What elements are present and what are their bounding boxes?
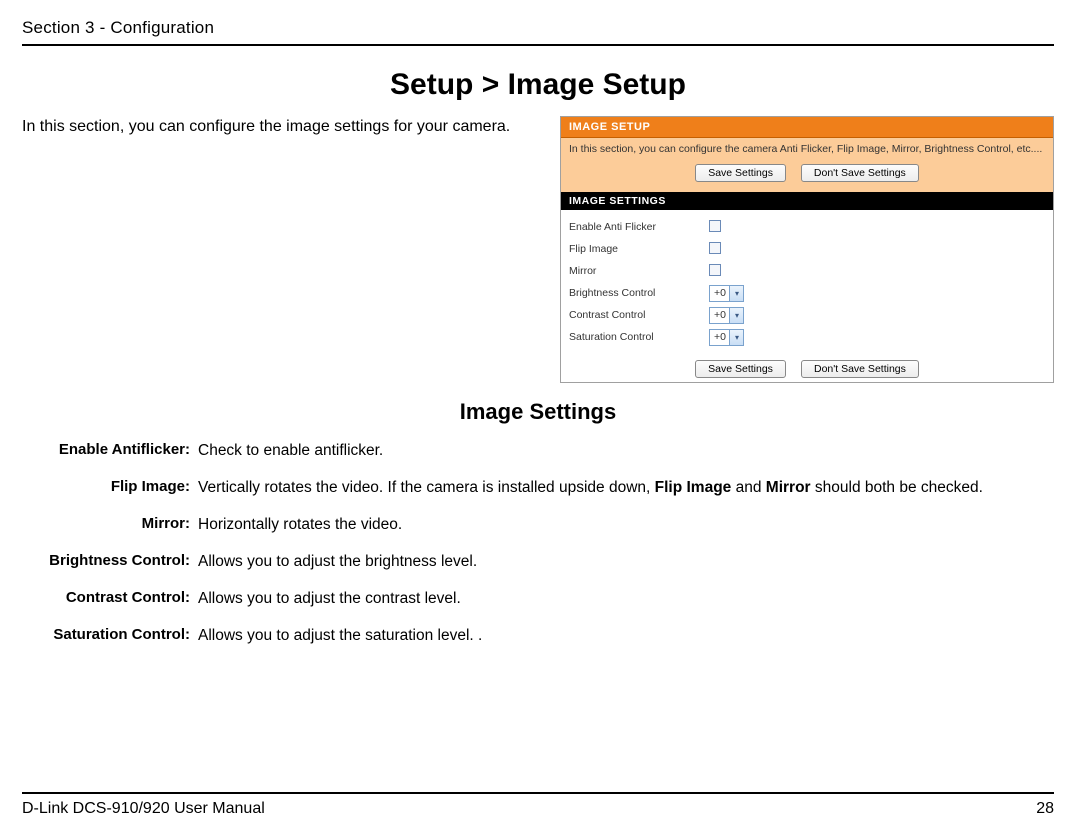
setting-label: Brightness Control — [569, 287, 709, 299]
chevron-down-icon: ▾ — [729, 308, 743, 323]
antiflicker-checkbox[interactable] — [709, 220, 721, 232]
def-row-saturation: Saturation Control: Allows you to adjust… — [22, 626, 1054, 645]
def-desc: Allows you to adjust the saturation leve… — [194, 626, 1054, 645]
brightness-value: +0 — [710, 287, 729, 299]
image-settings-body: Enable Anti Flicker Flip Image Mirror Br… — [561, 210, 1053, 350]
saturation-select[interactable]: +0 ▾ — [709, 329, 744, 346]
panel-title-bar: IMAGE SETUP — [561, 117, 1053, 138]
setting-label: Enable Anti Flicker — [569, 221, 709, 233]
save-settings-button[interactable]: Save Settings — [695, 164, 786, 182]
panel-description: In this section, you can configure the c… — [561, 138, 1053, 192]
setting-row-flip: Flip Image — [569, 238, 1045, 260]
chevron-down-icon: ▾ — [729, 286, 743, 301]
intro-row: In this section, you can configure the i… — [22, 116, 1054, 383]
setting-row-brightness: Brightness Control +0 ▾ — [569, 282, 1045, 304]
setting-row-antiflicker: Enable Anti Flicker — [569, 216, 1045, 238]
def-label: Contrast Control: — [22, 589, 194, 608]
def-label: Enable Antiflicker: — [22, 441, 194, 460]
footer-page-number: 28 — [1036, 800, 1054, 818]
saturation-value: +0 — [710, 331, 729, 343]
page-footer: D-Link DCS-910/920 User Manual 28 — [22, 792, 1054, 834]
section-header: Section 3 - Configuration — [22, 18, 1054, 46]
page-title: Setup > Image Setup — [22, 68, 1054, 102]
mirror-checkbox[interactable] — [709, 264, 721, 276]
def-desc: Horizontally rotates the video. — [194, 515, 1054, 534]
definitions-table: Enable Antiflicker: Check to enable anti… — [22, 441, 1054, 645]
dont-save-settings-button[interactable]: Don't Save Settings — [801, 164, 919, 182]
setting-label: Flip Image — [569, 243, 709, 255]
def-desc: Check to enable antiflicker. — [194, 441, 1054, 460]
panel-button-row-bottom: Save Settings Don't Save Settings — [561, 350, 1053, 382]
def-row-mirror: Mirror: Horizontally rotates the video. — [22, 515, 1054, 534]
panel-button-row-top: Save Settings Don't Save Settings — [569, 164, 1045, 182]
setting-row-contrast: Contrast Control +0 ▾ — [569, 304, 1045, 326]
save-settings-button-bottom[interactable]: Save Settings — [695, 360, 786, 378]
setting-label: Saturation Control — [569, 331, 709, 343]
subsection-title: Image Settings — [22, 399, 1054, 425]
def-desc: Allows you to adjust the brightness leve… — [194, 552, 1054, 571]
def-desc: Allows you to adjust the contrast level. — [194, 589, 1054, 608]
brightness-select[interactable]: +0 ▾ — [709, 285, 744, 302]
setting-label: Contrast Control — [569, 309, 709, 321]
image-setup-screenshot: IMAGE SETUP In this section, you can con… — [560, 116, 1054, 383]
def-label: Saturation Control: — [22, 626, 194, 645]
def-label: Mirror: — [22, 515, 194, 534]
image-settings-bar: IMAGE SETTINGS — [561, 192, 1053, 210]
chevron-down-icon: ▾ — [729, 330, 743, 345]
dont-save-settings-button-bottom[interactable]: Don't Save Settings — [801, 360, 919, 378]
footer-left: D-Link DCS-910/920 User Manual — [22, 800, 265, 818]
setting-label: Mirror — [569, 265, 709, 277]
intro-text: In this section, you can configure the i… — [22, 116, 542, 383]
def-row-antiflicker: Enable Antiflicker: Check to enable anti… — [22, 441, 1054, 460]
contrast-value: +0 — [710, 309, 729, 321]
flip-checkbox[interactable] — [709, 242, 721, 254]
def-desc: Vertically rotates the video. If the cam… — [194, 478, 1054, 497]
def-row-brightness: Brightness Control: Allows you to adjust… — [22, 552, 1054, 571]
panel-description-text: In this section, you can configure the c… — [569, 143, 1042, 155]
contrast-select[interactable]: +0 ▾ — [709, 307, 744, 324]
def-label: Brightness Control: — [22, 552, 194, 571]
setting-row-mirror: Mirror — [569, 260, 1045, 282]
setting-row-saturation: Saturation Control +0 ▾ — [569, 326, 1045, 348]
def-row-contrast: Contrast Control: Allows you to adjust t… — [22, 589, 1054, 608]
def-row-flip: Flip Image: Vertically rotates the video… — [22, 478, 1054, 497]
def-label: Flip Image: — [22, 478, 194, 497]
